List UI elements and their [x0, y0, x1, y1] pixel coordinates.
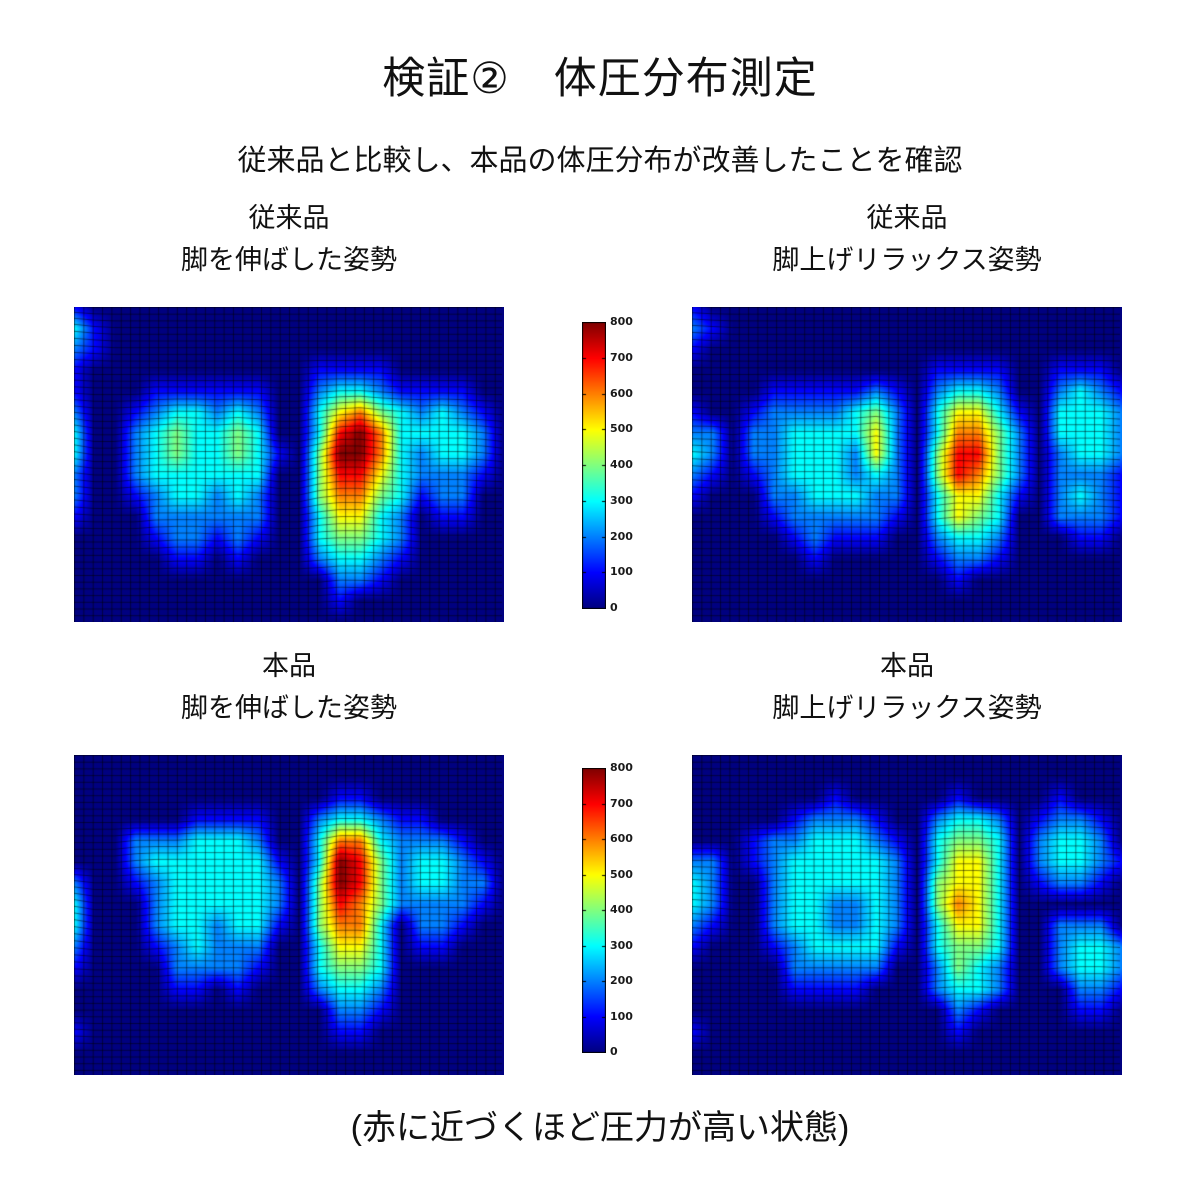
colorbar-tick-label: 200 — [610, 529, 633, 543]
colorbar-tick-label: 600 — [610, 386, 633, 400]
colorbar-tick-label: 300 — [610, 493, 633, 507]
posture-name: 脚上げリラックス姿勢 — [772, 693, 1042, 723]
colorbar-tick-label: 600 — [610, 832, 633, 845]
colorbar-top: 0 100 200 300 400 500 600 700 800 — [582, 315, 646, 614]
colorbar-tick-label: 700 — [610, 796, 633, 810]
page-title: 検証② 体圧分布測定 — [382, 55, 818, 103]
colorbar-tick-label: 0 — [610, 601, 618, 614]
colorbar-tick-label: 800 — [610, 761, 633, 774]
product-name: 本品 — [262, 651, 316, 681]
panel-label-product-relax: 本品 脚上げリラックス姿勢 — [692, 649, 1122, 725]
colorbar-tick-label: 700 — [610, 350, 633, 364]
product-name: 従来品 — [866, 203, 948, 233]
panel-label-conventional-relax: 従来品 脚上げリラックス姿勢 — [692, 201, 1122, 277]
posture-name: 脚上げリラックス姿勢 — [772, 245, 1042, 275]
colorbar-bottom: 0 100 200 300 400 500 600 700 800 — [582, 761, 646, 1058]
colorbar-tick-label: 500 — [610, 867, 633, 881]
colorbar-tick-label: 100 — [610, 1009, 633, 1023]
colorbar-tick-label: 200 — [610, 974, 633, 987]
posture-name: 脚を伸ばした姿勢 — [181, 245, 397, 275]
posture-name: 脚を伸ばした姿勢 — [181, 693, 397, 723]
colorbar-gradient — [582, 322, 606, 609]
colorbar-tick-label: 800 — [610, 315, 633, 328]
panel-label-conventional-straight: 従来品 脚を伸ばした姿勢 — [74, 201, 504, 277]
colorbar-tick-label: 400 — [610, 903, 633, 916]
colorbar-tick-label: 0 — [610, 1045, 618, 1058]
colorbar-gradient — [582, 768, 606, 1053]
bottom-caption: (赤に近づくほど圧力が高い状態) — [350, 1109, 850, 1147]
pressure-heatmap-conventional-straight — [74, 307, 504, 622]
colorbar-tick-label: 300 — [610, 938, 633, 952]
product-name: 従来品 — [248, 203, 330, 233]
pressure-heatmap-product-relax — [692, 755, 1122, 1075]
product-name: 本品 — [880, 651, 934, 681]
pressure-heatmap-product-straight — [74, 755, 504, 1075]
page-subtitle: 従来品と比較し、本品の体圧分布が改善したことを確認 — [237, 145, 963, 177]
colorbar-tick-label: 400 — [610, 458, 633, 471]
colorbar-tick-label: 100 — [610, 565, 633, 579]
panel-label-product-straight: 本品 脚を伸ばした姿勢 — [74, 649, 504, 725]
pressure-heatmap-conventional-relax — [692, 307, 1122, 622]
colorbar-tick-label: 500 — [610, 422, 633, 436]
